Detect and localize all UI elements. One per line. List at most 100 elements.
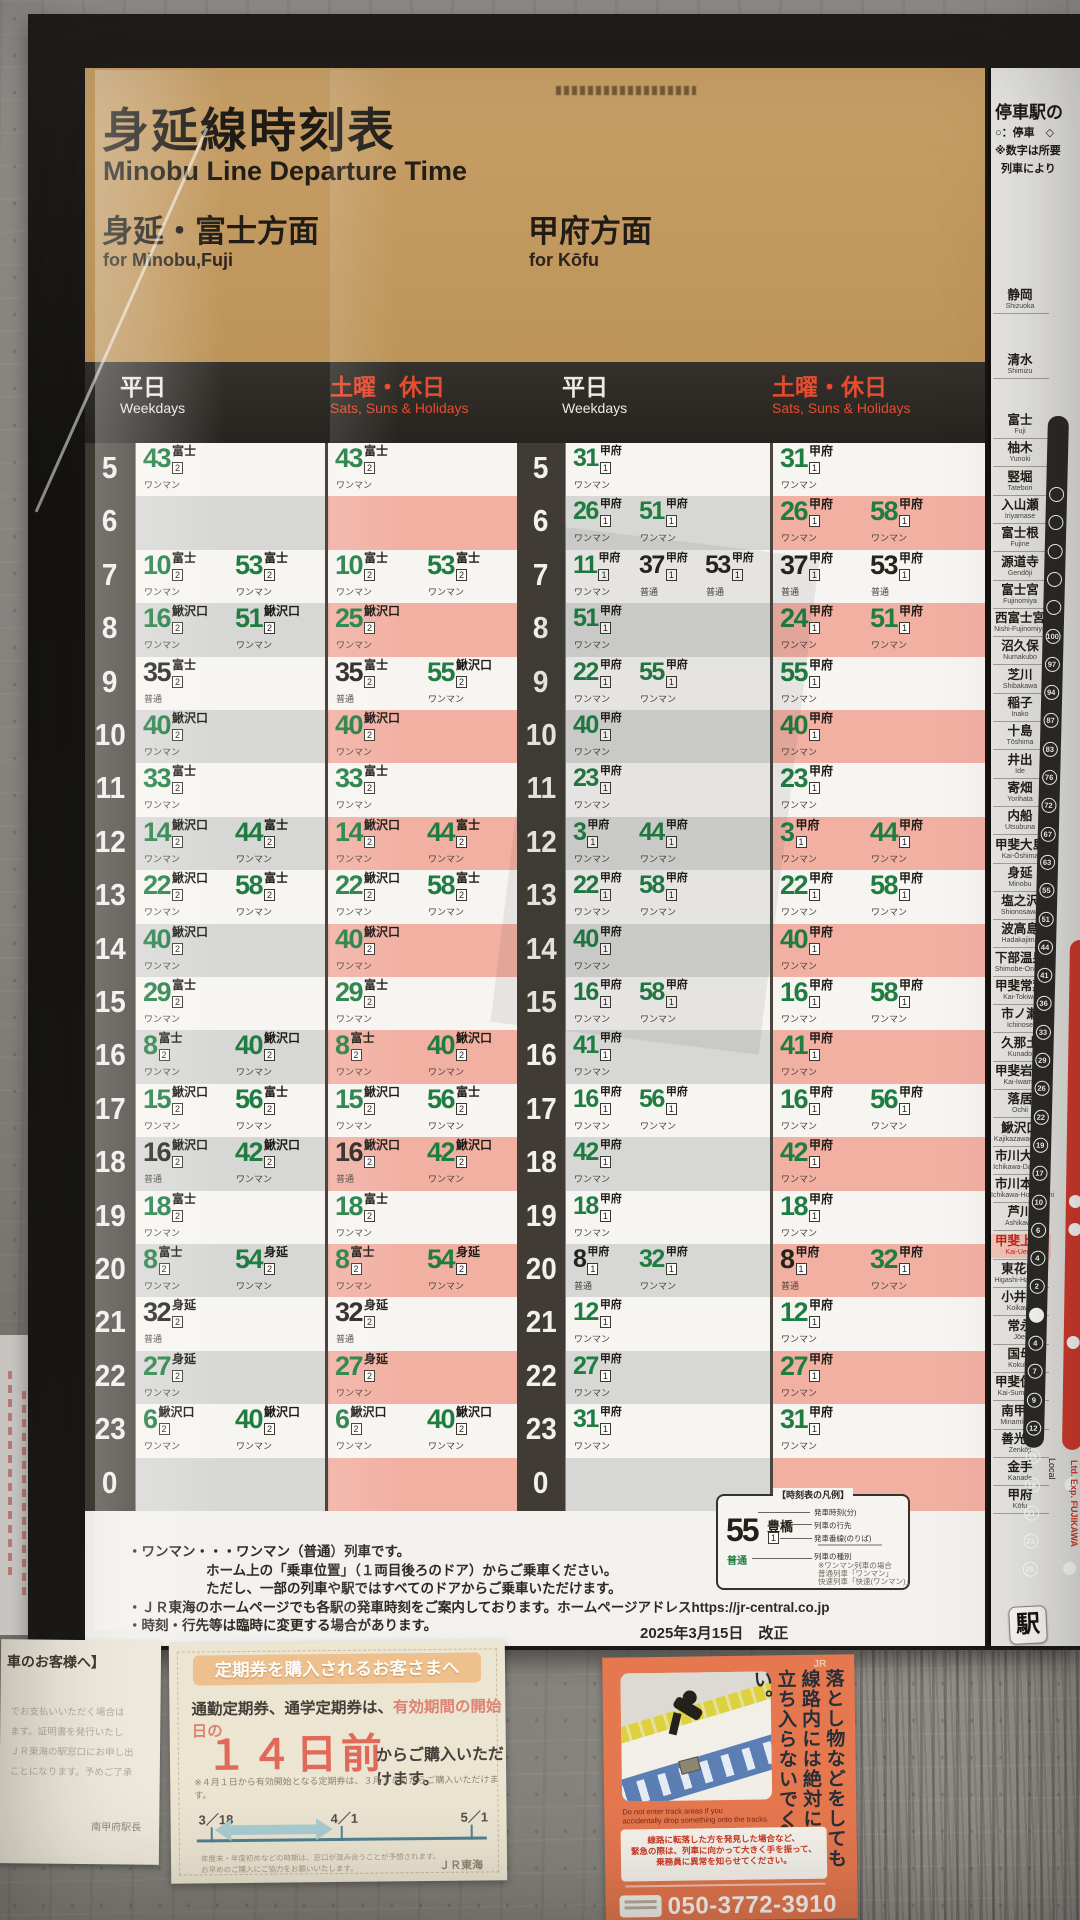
train-type: ワンマン xyxy=(574,533,611,544)
destination: 鰍沢口 xyxy=(172,817,209,832)
timetable-cell-minobu-wd-h7: 10 富士 2 ワンマン 53 富士 2 ワンマン xyxy=(135,549,325,604)
train-type: ワンマン xyxy=(336,1387,373,1398)
train-entry: 27 身延 2 ワンマン xyxy=(143,1352,235,1400)
fine-print-smudge xyxy=(556,86,696,95)
hour-label: 9 xyxy=(85,656,135,710)
station-separator xyxy=(993,1485,1049,1487)
train-type: ワンマン xyxy=(428,693,465,704)
departure-minute: 8 xyxy=(335,1244,350,1274)
departure-minute: 54 xyxy=(235,1244,264,1274)
station-name: 十島 xyxy=(1007,724,1033,739)
destination: 鰍沢口 xyxy=(172,1084,209,1099)
platform-number: 1 xyxy=(599,782,611,795)
train-entry: 40 甲府 1 ワンマン xyxy=(573,712,639,759)
departure-minute: 44 xyxy=(870,816,899,847)
station-separator xyxy=(993,1004,1049,1005)
platform-number: 2 xyxy=(456,1423,468,1436)
departure-minute: 40 xyxy=(427,1404,456,1435)
travel-time-circle: 25 xyxy=(1022,1561,1038,1578)
destination: 甲府 xyxy=(809,1298,834,1313)
train-entry: 23 甲府 1 ワンマン xyxy=(780,765,870,812)
train-entry: 16 甲府 1 ワンマン xyxy=(780,979,870,1026)
poster-header-tan xyxy=(85,68,985,362)
destination: 甲府 xyxy=(809,711,834,725)
destination: 甲府 xyxy=(809,764,834,779)
train-entry: 8 富士 2 ワンマン xyxy=(143,1032,235,1079)
timetable-cell-minobu-hol-h0 xyxy=(325,1457,517,1511)
platform-number: 1 xyxy=(665,675,677,688)
train-type: ワンマン xyxy=(236,1441,273,1452)
departure-minute: 56 xyxy=(870,1083,899,1114)
platform-number: 2 xyxy=(364,622,376,635)
train-type: ワンマン xyxy=(144,586,181,597)
departure-minute: 58 xyxy=(639,978,665,1006)
platform-number: 2 xyxy=(264,1049,276,1062)
station-romaji: Shionosawa xyxy=(1000,909,1040,917)
departure-minute: 41 xyxy=(780,1030,809,1061)
commuter-poster-title: 定期券を購入されるお客さまへ xyxy=(192,1652,482,1686)
destination: 甲府 xyxy=(809,657,834,672)
train-type: ワンマン xyxy=(336,586,373,597)
timetable-cell-kofu-wd-h10: 40 甲府 1 ワンマン xyxy=(565,710,770,764)
station-separator xyxy=(993,1088,1049,1090)
departure-minute: 53 xyxy=(235,549,264,580)
safety-box3: 乗務員に異常を知らせてください。 xyxy=(656,1855,792,1868)
train-type: 普通 xyxy=(144,1174,163,1185)
timetable-cell-minobu-wd-h16: 8 富士 2 ワンマン 40 鰍沢口 2 ワンマン xyxy=(135,1030,325,1084)
travel-time-circle: 94 xyxy=(1043,684,1059,701)
destination: 甲府 xyxy=(899,497,924,512)
station-name: 富士宮 xyxy=(1001,582,1039,597)
notice-faint-line: でお支払いいただく場合は xyxy=(10,1706,125,1719)
train-type: ワンマン xyxy=(781,1334,818,1345)
train-entry: 26 甲府 1 ワンマン xyxy=(780,498,870,545)
destination: 甲府 xyxy=(809,1351,834,1366)
destination: 富士 xyxy=(264,550,289,565)
platform-number: 1 xyxy=(587,1263,599,1275)
station-separator xyxy=(993,1032,1049,1034)
platform-number: 1 xyxy=(809,889,821,902)
timetable-cell-kofu-hol-h22: 27 甲府 1 ワンマン xyxy=(770,1350,985,1405)
platform-number: 2 xyxy=(172,942,184,955)
station-name: 久那土 xyxy=(1001,1035,1039,1050)
station-romaji: Shibakawa xyxy=(1002,682,1038,690)
train-entry: 18 甲府 1 ワンマン xyxy=(780,1192,870,1240)
note-line: ホーム上の「乗車位置」（１両目後ろのドア）からご乗車ください。 xyxy=(206,1562,618,1578)
station-name: 清水 xyxy=(1007,353,1033,367)
platform-number: 1 xyxy=(599,1316,611,1329)
timetable-cell-kofu-wd-h7: 11 甲府 1 ワンマン 37 甲府 1 普通 53 甲府 1 普通 xyxy=(565,549,770,604)
train-type: ワンマン xyxy=(428,853,465,864)
faint-red-text-column xyxy=(8,1365,12,1575)
train-entry: 16 甲府 1 ワンマン xyxy=(780,1085,870,1133)
train-type: 普通 xyxy=(781,586,800,597)
platform-number: 2 xyxy=(364,1316,376,1329)
train-entry: 32 身延 2 普通 xyxy=(335,1299,427,1346)
destination: 富士 xyxy=(456,817,481,832)
timetable-cell-minobu-wd-h18: 16 鰍沢口 2 普通 42 鰍沢口 2 ワンマン xyxy=(135,1137,325,1191)
station-romaji: Kanade xyxy=(1007,1475,1033,1483)
train-type: ワンマン xyxy=(428,1067,465,1078)
destination: 甲府 xyxy=(809,550,834,565)
platform-number: 2 xyxy=(364,729,376,741)
departure-minute: 8 xyxy=(335,1030,350,1061)
departure-minute: 12 xyxy=(780,1297,809,1328)
train-type: ワンマン xyxy=(781,800,818,811)
notice-faint-line: ます。証明書を発行いたし xyxy=(10,1726,124,1739)
direction-minobu-fuji-en: for Minobu,Fuji xyxy=(103,250,233,270)
timeline-tick xyxy=(210,1827,213,1843)
destination: 甲府 xyxy=(599,1352,622,1365)
departure-minute: 32 xyxy=(639,1245,665,1273)
train-type: ワンマン xyxy=(144,800,181,811)
station-romaji: Minami-Kōfu xyxy=(1000,1418,1040,1426)
destination: 鰍沢口 xyxy=(456,1138,493,1153)
train-type: ワンマン xyxy=(428,907,465,918)
destination: 鰍沢口 xyxy=(456,1405,493,1420)
train-entry: 58 甲府 1 ワンマン xyxy=(870,498,960,545)
train-entry: 29 富士 2 ワンマン xyxy=(335,979,427,1026)
timeline-date-2: 4／1 xyxy=(330,1810,359,1827)
station-romaji: Koikawa xyxy=(1006,1305,1034,1313)
fine-print-bar xyxy=(625,1882,826,1888)
train-type: 普通 xyxy=(144,693,163,704)
header-holiday-2: 土曜・休日 xyxy=(772,374,887,400)
travel-time-circle: 44 xyxy=(1037,939,1053,955)
hour-label: 17 xyxy=(85,1083,135,1138)
